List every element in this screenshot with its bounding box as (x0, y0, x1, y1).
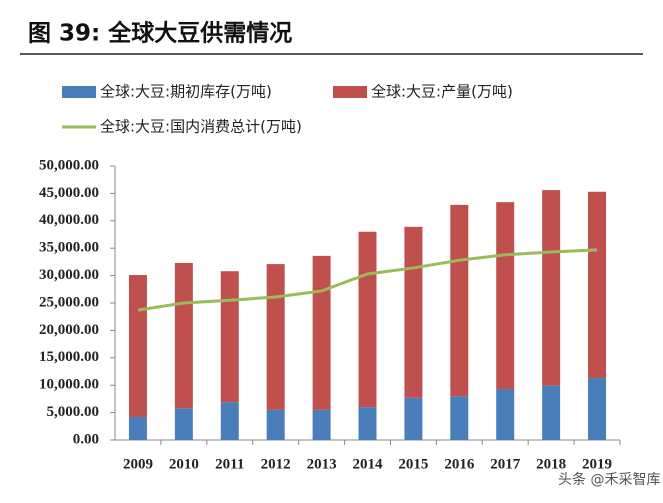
bar (542, 385, 561, 440)
bar (312, 255, 331, 410)
x-tick-label: 2010 (169, 456, 199, 472)
x-tick-label: 2013 (307, 456, 337, 472)
bar (496, 389, 515, 440)
y-tick-label: 30,000.00 (39, 267, 99, 283)
x-tick-label: 2018 (536, 456, 566, 472)
bar (588, 191, 607, 379)
legend-label: 全球:大豆:期初库存(万吨) (100, 83, 272, 101)
bar (588, 378, 607, 440)
y-tick-label: 50,000.00 (39, 157, 99, 173)
x-tick-label: 2012 (261, 456, 291, 472)
bar (220, 402, 239, 440)
bar (404, 226, 423, 398)
x-tick-label: 2015 (398, 456, 428, 472)
bar (450, 396, 469, 440)
legend-swatch (333, 86, 367, 98)
x-tick-label: 2016 (444, 456, 475, 472)
x-tick-label: 2017 (490, 456, 521, 472)
y-tick-label: 40,000.00 (39, 212, 99, 228)
y-tick-label: 10,000.00 (39, 377, 99, 393)
y-tick-label: 25,000.00 (39, 294, 99, 310)
x-tick-label: 2009 (123, 456, 153, 472)
x-tick-label: 2014 (353, 456, 384, 472)
y-tick-label: 0.00 (73, 431, 99, 447)
legend-label: 全球:大豆:国内消费总计(万吨) (100, 118, 302, 136)
x-tick-label: 2011 (215, 456, 244, 472)
bar (542, 190, 561, 386)
bar (128, 275, 147, 417)
chart-title: 图 39: 全球大豆供需情况 (28, 20, 292, 47)
y-tick-label: 35,000.00 (39, 240, 99, 256)
bar (266, 409, 285, 440)
bar (174, 408, 193, 440)
bar (358, 231, 377, 408)
legend-swatch (62, 86, 96, 98)
line (137, 248, 598, 312)
y-tick-label: 45,000.00 (39, 185, 99, 201)
x-tick-label: 2019 (582, 456, 612, 472)
bar (266, 264, 285, 410)
y-tick-label: 15,000.00 (39, 349, 99, 365)
y-tick-label: 20,000.00 (39, 322, 99, 338)
bar (174, 262, 193, 409)
y-tick-label: 5,000.00 (47, 404, 100, 420)
watermark: 头条 @禾采智库 (558, 471, 660, 488)
bar (312, 409, 331, 440)
bar (404, 397, 423, 440)
bar (128, 416, 147, 440)
bar (450, 204, 469, 397)
bar (358, 407, 377, 440)
bar (220, 271, 239, 403)
legend-label: 全球:大豆:产量(万吨) (371, 83, 513, 101)
bar (496, 202, 515, 390)
